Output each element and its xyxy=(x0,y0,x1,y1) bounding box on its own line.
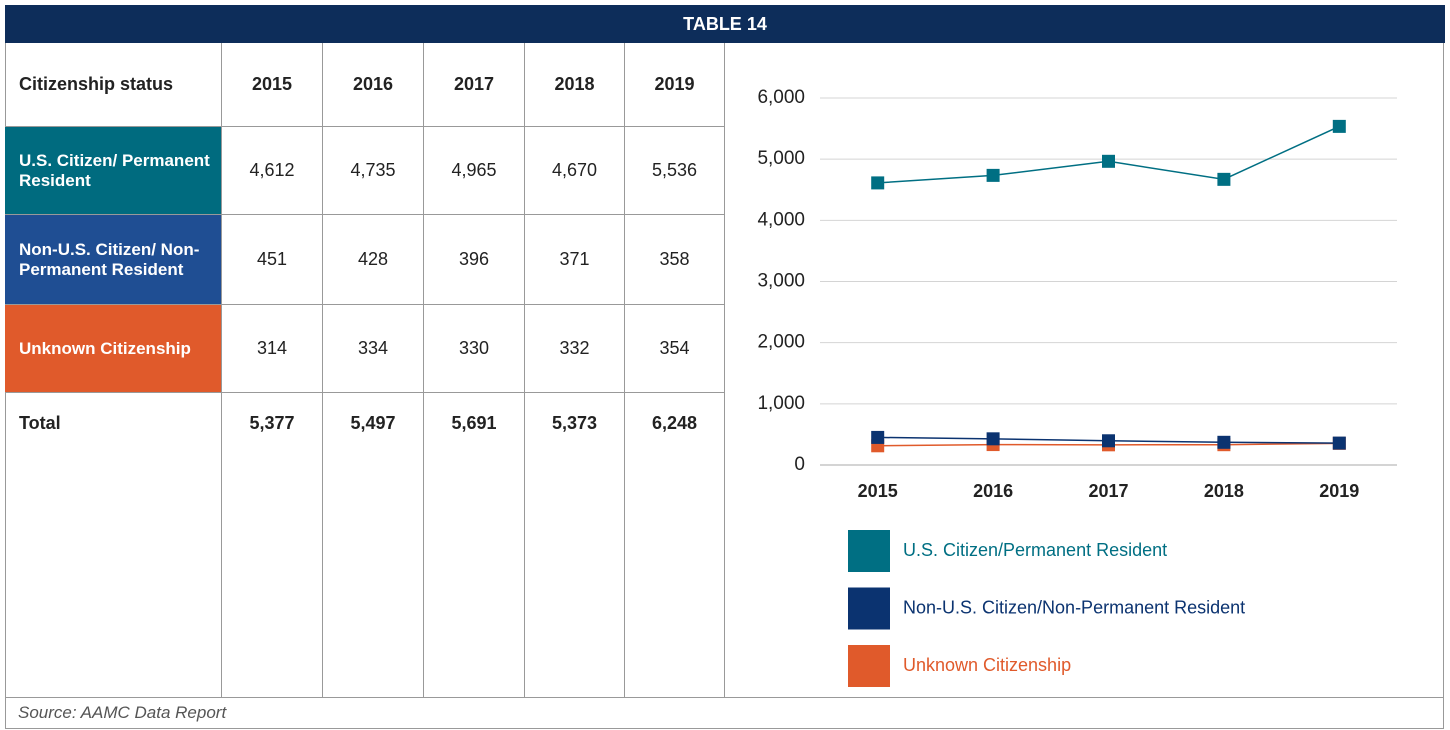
legend-swatch xyxy=(848,645,890,687)
column-header: 2018 xyxy=(525,43,625,127)
y-tick-label: 3,000 xyxy=(757,271,805,292)
marker xyxy=(1217,172,1231,186)
table-cell: 4,965 xyxy=(424,127,525,215)
row-label: U.S. Citizen/ Permanent Resident xyxy=(5,127,222,215)
table-cell: 5,497 xyxy=(323,393,424,455)
row-label: Non-U.S. Citizen/ Non-Permanent Resident xyxy=(5,215,222,305)
x-tick-label: 2015 xyxy=(858,481,898,501)
x-tick-label: 2016 xyxy=(973,481,1013,501)
series-line xyxy=(877,125,1340,184)
table-cell: 5,536 xyxy=(625,127,725,215)
marker xyxy=(986,432,1000,446)
table-cell: 6,248 xyxy=(625,393,725,455)
table-cell: 5,373 xyxy=(525,393,625,455)
column-header: 2016 xyxy=(323,43,424,127)
table-cell: 451 xyxy=(222,215,323,305)
table-cell: 334 xyxy=(323,305,424,393)
y-tick-label: 0 xyxy=(794,454,805,475)
marker xyxy=(871,430,885,444)
table-cell: 330 xyxy=(424,305,525,393)
table-cell: 4,612 xyxy=(222,127,323,215)
table-cell: 5,691 xyxy=(424,393,525,455)
y-tick-label: 4,000 xyxy=(757,209,805,230)
legend-label: Unknown Citizenship xyxy=(903,655,1071,675)
column-header: Citizenship status xyxy=(5,43,222,127)
table-cell: 4,735 xyxy=(323,127,424,215)
column-rule xyxy=(423,455,424,697)
table-cell: 371 xyxy=(525,215,625,305)
marker xyxy=(1332,119,1346,133)
column-rule xyxy=(724,455,725,697)
marker xyxy=(1217,435,1231,449)
chart: 0 1,000 2,000 3,000 4,000 5,000 6,000 2015 2016 2… xyxy=(757,87,1397,687)
row-label: Total xyxy=(5,393,222,455)
column-rule xyxy=(221,455,222,697)
column-rule xyxy=(322,455,323,697)
column-rule xyxy=(524,455,525,697)
table-title: TABLE 14 xyxy=(5,5,1445,43)
column-header: 2019 xyxy=(625,43,725,127)
x-tick-label: 2019 xyxy=(1319,481,1359,501)
table-cell: 314 xyxy=(222,305,323,393)
table-cell: 396 xyxy=(424,215,525,305)
marker xyxy=(871,176,885,190)
table-cell: 358 xyxy=(625,215,725,305)
table-cell: 4,670 xyxy=(525,127,625,215)
legend-label: Non-U.S. Citizen/Non-Permanent Resident xyxy=(903,597,1245,617)
marker xyxy=(1332,436,1346,450)
y-tick-label: 5,000 xyxy=(757,148,805,169)
marker xyxy=(1102,154,1115,168)
table-cell: 332 xyxy=(525,305,625,393)
row-label: Unknown Citizenship xyxy=(5,305,222,393)
legend-swatch xyxy=(848,587,890,630)
table-cell: 354 xyxy=(625,305,725,393)
y-tick-label: 1,000 xyxy=(757,393,805,414)
column-header: 2017 xyxy=(424,43,525,127)
source-note: Source: AAMC Data Report xyxy=(5,697,1444,730)
table-cell: 5,377 xyxy=(222,393,323,455)
marker xyxy=(1102,434,1115,448)
x-tick-label: 2018 xyxy=(1204,481,1244,501)
marker xyxy=(986,168,1000,182)
y-tick-label: 6,000 xyxy=(757,87,805,108)
legend-label: U.S. Citizen/Permanent Resident xyxy=(903,540,1167,560)
x-tick-label: 2017 xyxy=(1088,481,1128,501)
legend-swatch xyxy=(848,530,890,572)
y-tick-label: 2,000 xyxy=(757,332,805,353)
table-cell: 428 xyxy=(323,215,424,305)
column-header: 2015 xyxy=(222,43,323,127)
column-rule xyxy=(624,455,625,697)
